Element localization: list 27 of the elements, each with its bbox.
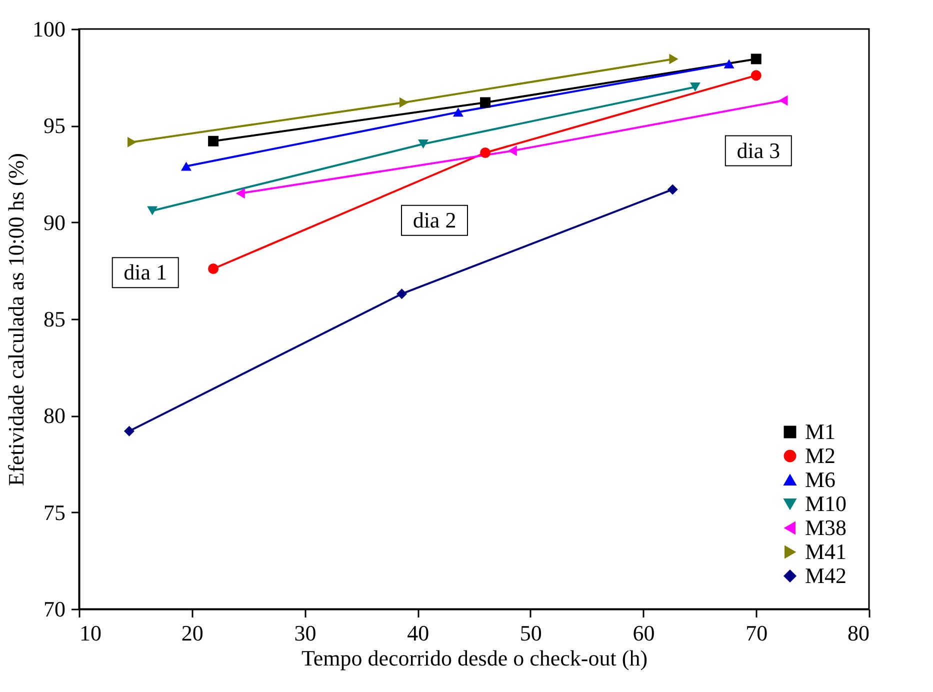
legend-label: M1 — [805, 419, 836, 444]
x-tick-label: 70 — [746, 620, 768, 646]
x-tick-label: 30 — [294, 620, 316, 646]
legend-label: M42 — [805, 563, 847, 588]
annotation: dia 3 — [736, 138, 780, 163]
y-tick-label: 95 — [44, 113, 66, 138]
x-axis-title: Tempo decorrido desde o check-out (h) — [301, 646, 648, 670]
x-tick-label: 10 — [80, 620, 102, 646]
annotation: dia 1 — [124, 260, 168, 285]
legend-label: M2 — [805, 443, 836, 468]
y-tick-label: 85 — [44, 306, 66, 332]
legend-label: M6 — [805, 467, 836, 492]
y-tick-label: 100 — [32, 16, 66, 42]
x-tick-label: 20 — [181, 620, 204, 646]
y-axis-title: Efetividade calculada as 10:00 hs (%) — [4, 153, 28, 486]
legend-label: M38 — [805, 515, 847, 540]
legend-label: M41 — [805, 539, 847, 564]
legend-label: M10 — [805, 491, 847, 516]
annotation: dia 2 — [412, 207, 456, 232]
y-tick-label: 80 — [44, 403, 66, 428]
x-tick-label: 40 — [407, 620, 430, 646]
y-tick-label: 70 — [44, 596, 66, 622]
y-tick-label: 90 — [44, 210, 66, 235]
x-tick-label: 50 — [520, 620, 542, 646]
y-tick-label: 75 — [44, 500, 66, 525]
x-tick-label: 60 — [632, 620, 655, 646]
x-tick-label: 80 — [848, 620, 870, 646]
